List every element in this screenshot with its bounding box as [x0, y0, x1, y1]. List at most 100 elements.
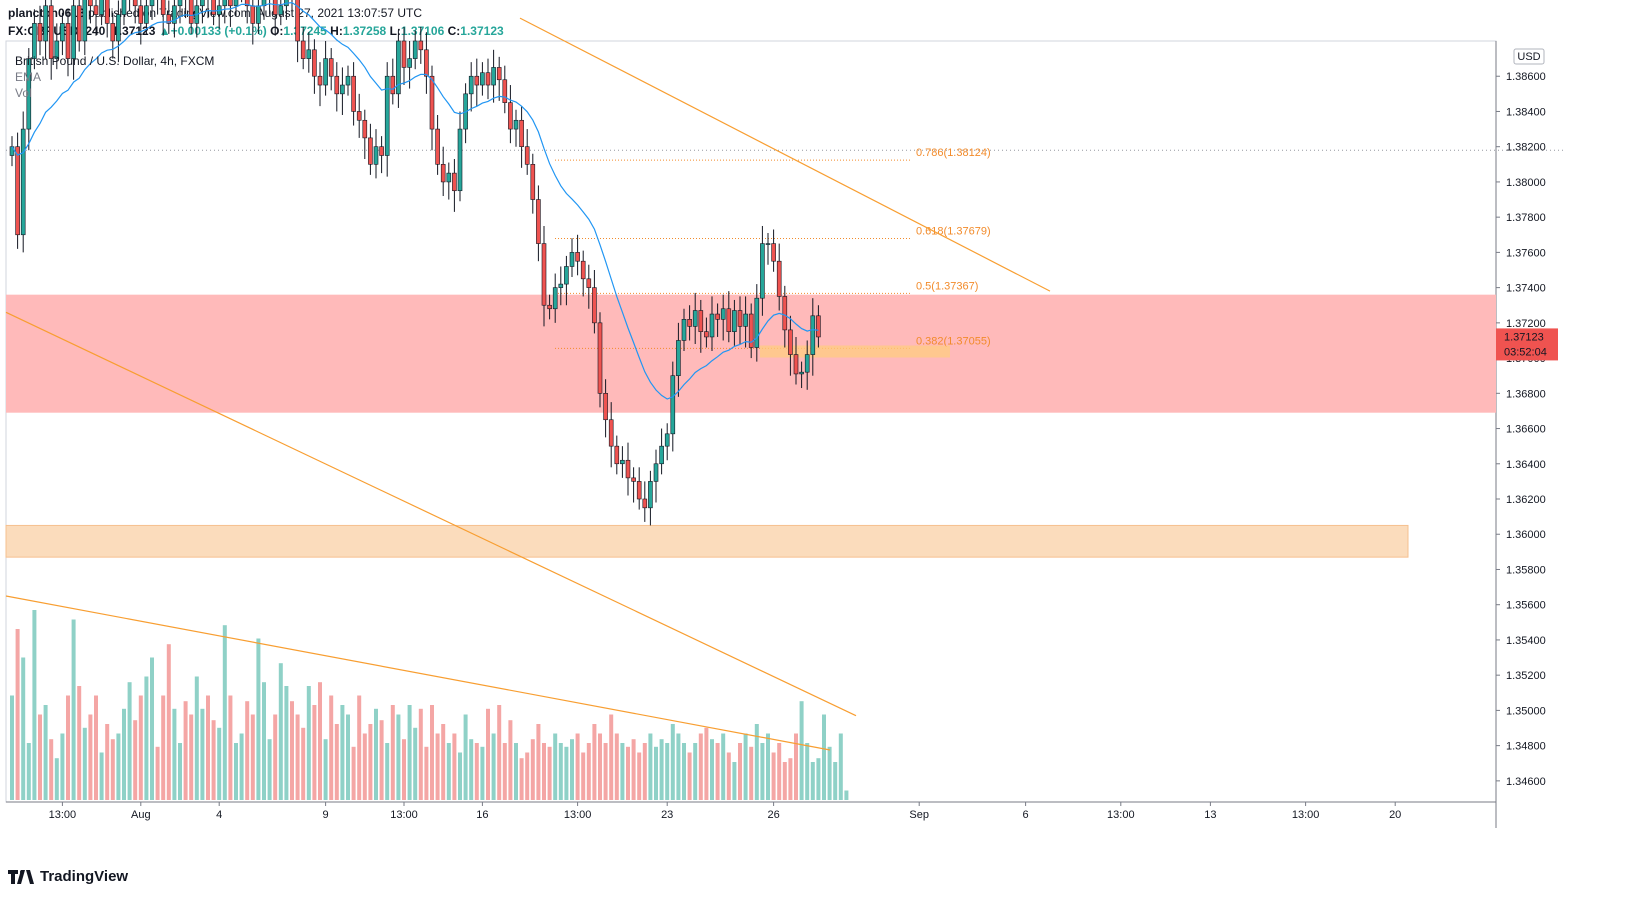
volume-bar [295, 714, 300, 800]
volume-bar [721, 733, 726, 800]
volume-bar [458, 752, 462, 800]
legend-ema[interactable]: EMA [15, 70, 42, 84]
candle-body [698, 310, 704, 332]
candle-body [82, 0, 88, 42]
plot-area [5, 40, 1497, 803]
candle [20, 111, 26, 253]
candle-body [244, 0, 250, 7]
price-tick-label: 1.36000 [1506, 529, 1546, 541]
candle-body [485, 72, 491, 86]
volume-bar [665, 743, 670, 800]
candle-body [446, 172, 452, 183]
price-tick-label: 1.38000 [1506, 177, 1546, 189]
volume-bar [676, 733, 681, 800]
candle [368, 123, 373, 175]
candle [312, 39, 317, 94]
price-tick-label: 1.38400 [1506, 106, 1546, 118]
candle [659, 428, 664, 475]
candle-body [300, 40, 306, 59]
candle-body [804, 354, 810, 373]
legend-volume[interactable]: Vol [15, 86, 32, 100]
candle-body [536, 199, 541, 244]
candle [519, 106, 524, 168]
volume-bar [564, 746, 569, 800]
volume-bar [116, 733, 121, 800]
candle-body [552, 287, 558, 310]
volume-bar [474, 743, 479, 800]
candle [586, 264, 592, 309]
volume-bar [553, 733, 558, 800]
candle [485, 58, 491, 100]
volume-bar [133, 720, 138, 800]
candle [765, 233, 771, 265]
candle [188, 0, 194, 34]
candle [670, 361, 676, 452]
volume-bar [250, 714, 255, 800]
candle [597, 312, 603, 408]
candle [269, 0, 271, 15]
candle-body [597, 322, 603, 394]
candle-body [20, 128, 26, 236]
volume-bar [827, 746, 832, 800]
candle-body [407, 58, 412, 68]
candle [93, 0, 99, 36]
price-tick-label: 1.35600 [1506, 600, 1546, 612]
candle-body [502, 79, 508, 103]
volume-bar [586, 743, 591, 800]
volume-bar [441, 724, 446, 800]
candle [715, 303, 720, 337]
volume-bar [273, 714, 278, 800]
candle-body [233, 0, 239, 7]
candle [760, 225, 765, 316]
fib-label-2: 0.5(1.37367) [916, 280, 978, 292]
candle [687, 305, 692, 341]
candle-body [65, 23, 71, 59]
candle-body [373, 146, 379, 165]
candle [788, 315, 793, 376]
candle [401, 26, 407, 86]
candle [194, 0, 200, 38]
candle-body [754, 297, 760, 348]
volume-bar [581, 752, 586, 800]
volume-bar [105, 724, 110, 800]
legend-symbol[interactable]: British Pound / U.S. Dollar, 4h, FXCM [15, 54, 215, 68]
volume-bar [794, 733, 798, 800]
candle [804, 340, 810, 390]
candle [295, 0, 300, 63]
volume-bar [21, 657, 26, 800]
candle-body [586, 278, 592, 288]
time-tick-label: 23 [661, 809, 673, 821]
volume-bar [497, 705, 502, 800]
candle-body [295, 0, 300, 42]
candle-body [362, 119, 368, 139]
candle [172, 0, 177, 38]
volume-bar [362, 733, 367, 800]
volume-bar [542, 743, 546, 800]
volume-bar [155, 746, 160, 800]
volume-bar [598, 733, 602, 800]
tradingview-logo-icon [8, 869, 34, 884]
candle-body [48, 5, 54, 59]
candle-body [15, 146, 20, 236]
candle [256, 0, 261, 34]
candle [129, 0, 131, 12]
volume-bar [620, 743, 625, 800]
volume-bar [245, 701, 250, 800]
candle-body [390, 75, 396, 95]
candle-body [76, 5, 82, 42]
candle-body [452, 172, 457, 192]
candle [782, 285, 788, 348]
price-tick-label: 1.35800 [1506, 564, 1546, 576]
volume-bar [637, 752, 642, 800]
candle [228, 0, 233, 27]
candle-body [256, 5, 261, 24]
volume-bar [816, 758, 821, 800]
volume-bar [379, 720, 384, 800]
time-tick-label: 13:00 [564, 809, 592, 821]
price-tick-label: 1.37400 [1506, 283, 1546, 295]
candle-body [491, 67, 496, 86]
brand-footer[interactable]: TradingView [8, 868, 128, 885]
volume-bar [88, 714, 93, 800]
price-tick-label: 1.38200 [1506, 142, 1546, 154]
